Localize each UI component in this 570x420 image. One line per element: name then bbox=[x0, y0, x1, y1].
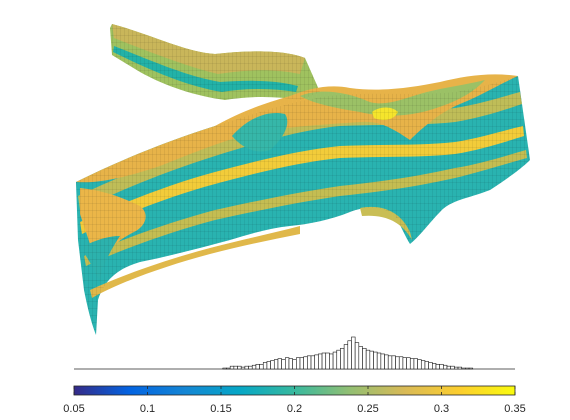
histogram-bar bbox=[384, 354, 389, 370]
colorbar: 0.05 0.1 0.15 0.2 0.25 0.3 0.35 bbox=[63, 385, 526, 415]
histogram-bar bbox=[354, 342, 360, 370]
histogram-bar bbox=[461, 367, 466, 370]
histogram-bar bbox=[406, 357, 411, 370]
histogram-bar bbox=[435, 363, 440, 370]
histogram-bar bbox=[314, 354, 319, 370]
histogram-bar bbox=[303, 356, 308, 370]
histogram-bar bbox=[468, 367, 474, 370]
histogram-bar bbox=[262, 362, 268, 370]
histogram-bar bbox=[432, 363, 437, 370]
histogram-bar bbox=[310, 355, 316, 370]
surface-band-4 bbox=[90, 226, 300, 298]
colorbar-tick-label: 0.35 bbox=[504, 403, 525, 415]
histogram-bar bbox=[454, 366, 459, 370]
histogram-bar bbox=[277, 358, 282, 370]
histogram-bar bbox=[226, 367, 231, 370]
colorbar-ticks: 0.05 0.1 0.15 0.2 0.25 0.3 0.35 bbox=[63, 386, 526, 415]
histogram-bar bbox=[457, 366, 463, 370]
histogram-bar bbox=[365, 349, 371, 370]
histogram-bar bbox=[409, 358, 415, 370]
histogram-bar bbox=[358, 346, 363, 370]
histogram-bar bbox=[380, 353, 385, 370]
histogram-bar bbox=[325, 352, 330, 370]
porosity-histogram bbox=[74, 336, 515, 370]
histogram-bar bbox=[398, 356, 404, 370]
histogram-bar bbox=[244, 365, 249, 370]
histogram-bar bbox=[296, 357, 301, 370]
histogram-bar bbox=[266, 361, 271, 370]
colorbar-tick-label: 0.1 bbox=[140, 403, 155, 415]
histogram-bar bbox=[229, 365, 235, 370]
histogram-bar bbox=[343, 344, 349, 370]
surface-mesh bbox=[76, 76, 530, 335]
colorbar-tick-label: 0.25 bbox=[357, 403, 378, 415]
histogram-bar bbox=[251, 364, 257, 370]
histogram-bar bbox=[465, 367, 470, 370]
histogram-bar bbox=[446, 365, 451, 370]
histogram-bar bbox=[428, 362, 433, 370]
histogram-bar bbox=[340, 347, 345, 370]
histogram-bar bbox=[395, 356, 400, 370]
histogram-bar bbox=[387, 355, 393, 370]
histogram-bar bbox=[288, 358, 293, 370]
surface-back-mesh bbox=[110, 24, 320, 100]
histogram-bar bbox=[285, 357, 290, 370]
histogram-bar bbox=[329, 353, 334, 370]
histogram-bar bbox=[321, 352, 327, 370]
histogram-bar bbox=[439, 363, 444, 370]
histogram-bar bbox=[402, 357, 407, 370]
histogram-bar bbox=[424, 361, 429, 370]
histogram-bar bbox=[336, 349, 341, 370]
histogram-bar bbox=[255, 363, 260, 370]
histogram-bar bbox=[233, 365, 238, 370]
histogram-bar bbox=[373, 351, 378, 370]
histogram-bar bbox=[443, 364, 448, 370]
histogram-bar bbox=[222, 367, 227, 370]
histogram-bar bbox=[259, 363, 264, 370]
surface-plot bbox=[76, 24, 530, 335]
histogram-bar bbox=[318, 353, 323, 370]
histogram-bar bbox=[332, 351, 338, 370]
histogram-bar bbox=[413, 358, 418, 370]
histogram-bar bbox=[281, 359, 286, 370]
histogram-bar bbox=[450, 365, 455, 370]
histogram-bar bbox=[376, 352, 382, 370]
histogram-bar bbox=[362, 347, 367, 370]
colorbar-tick-label: 0.2 bbox=[287, 403, 302, 415]
colorbar-tick-label: 0.05 bbox=[63, 403, 84, 415]
surface-band-5 bbox=[360, 206, 412, 240]
histogram-bar bbox=[292, 359, 297, 370]
histogram-bar bbox=[299, 357, 304, 370]
colorbar-tick-label: 0.3 bbox=[434, 403, 449, 415]
histogram-bar bbox=[307, 355, 312, 370]
histogram-bar bbox=[347, 340, 352, 370]
histogram-bar bbox=[248, 365, 253, 370]
histogram-bar bbox=[237, 365, 242, 370]
histogram-bar bbox=[369, 350, 374, 370]
histogram-bar bbox=[270, 360, 275, 370]
histogram-bar bbox=[420, 360, 426, 370]
colorbar-tick-label: 0.15 bbox=[210, 403, 231, 415]
histogram-bar bbox=[351, 336, 356, 370]
histogram-bar bbox=[391, 355, 396, 370]
histogram-bar bbox=[273, 359, 279, 370]
histogram-bar bbox=[240, 366, 246, 370]
histogram-bar bbox=[417, 359, 422, 370]
